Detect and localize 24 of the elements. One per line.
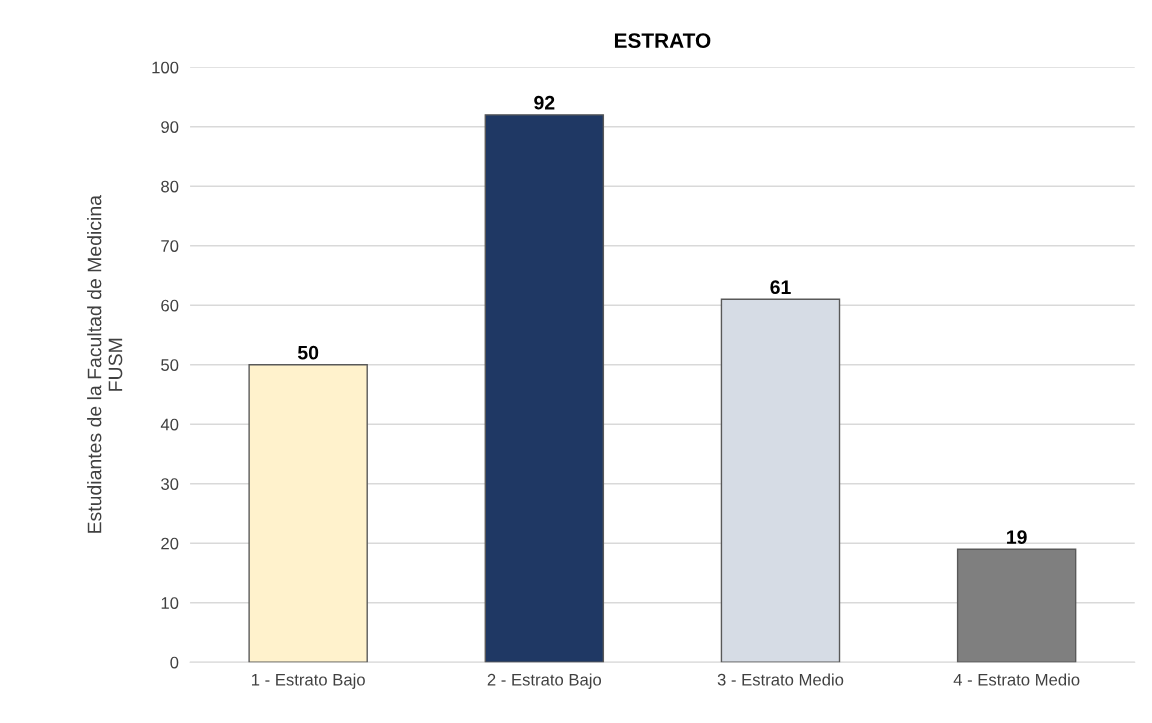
x-tick-label: 3 - Estrato Medio xyxy=(717,673,844,686)
y-tick-label: 60 xyxy=(161,299,179,312)
y-tick-label: 100 xyxy=(152,61,179,74)
y-tick-label: 40 xyxy=(160,418,179,431)
bar xyxy=(484,114,605,663)
y-tick-label: 80 xyxy=(161,180,179,193)
y-tick-label: 0 xyxy=(170,656,179,669)
chart-title: ESTRATO xyxy=(614,33,711,48)
y-tick-label: 20 xyxy=(161,537,179,550)
x-tick-label: 4 - Estrato Medio xyxy=(953,673,1080,686)
data-label: 50 xyxy=(297,345,319,360)
bar xyxy=(248,364,368,663)
y-tick-label: 10 xyxy=(161,597,179,609)
data-label: 19 xyxy=(1007,530,1027,544)
y-axis-title: Estudiantes de la Facultad de Medicina FUSM xyxy=(87,195,123,533)
data-label: 61 xyxy=(770,280,791,295)
data-label: 92 xyxy=(534,95,555,110)
x-tick-label: 1 - Estrato Bajo xyxy=(252,673,365,689)
y-tick-label: 90 xyxy=(161,121,179,133)
y-tick-label: 70 xyxy=(161,240,179,252)
y-tick-label: 30 xyxy=(161,478,179,490)
x-tick-label: 2 - Estrato Bajo xyxy=(487,673,602,689)
bar xyxy=(956,548,1077,663)
y-tick-label: 50 xyxy=(161,359,179,371)
